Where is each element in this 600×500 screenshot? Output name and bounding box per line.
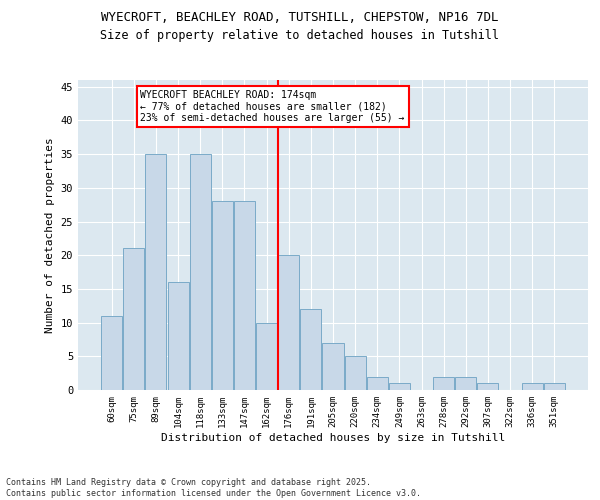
Text: Contains HM Land Registry data © Crown copyright and database right 2025.
Contai: Contains HM Land Registry data © Crown c…: [6, 478, 421, 498]
Text: WYECROFT, BEACHLEY ROAD, TUTSHILL, CHEPSTOW, NP16 7DL: WYECROFT, BEACHLEY ROAD, TUTSHILL, CHEPS…: [101, 11, 499, 24]
Text: WYECROFT BEACHLEY ROAD: 174sqm
← 77% of detached houses are smaller (182)
23% of: WYECROFT BEACHLEY ROAD: 174sqm ← 77% of …: [140, 90, 405, 124]
Bar: [167, 282, 188, 390]
Bar: [301, 309, 322, 390]
Bar: [234, 202, 255, 390]
Bar: [322, 343, 344, 390]
Bar: [212, 202, 233, 390]
Bar: [278, 255, 299, 390]
Bar: [389, 384, 410, 390]
Bar: [145, 154, 166, 390]
Bar: [478, 384, 499, 390]
Bar: [433, 376, 454, 390]
Bar: [344, 356, 365, 390]
Bar: [455, 376, 476, 390]
Bar: [101, 316, 122, 390]
Y-axis label: Number of detached properties: Number of detached properties: [45, 137, 55, 333]
Bar: [367, 376, 388, 390]
X-axis label: Distribution of detached houses by size in Tutshill: Distribution of detached houses by size …: [161, 432, 505, 442]
Bar: [190, 154, 211, 390]
Bar: [544, 384, 565, 390]
Bar: [124, 248, 145, 390]
Text: Size of property relative to detached houses in Tutshill: Size of property relative to detached ho…: [101, 29, 499, 42]
Bar: [521, 384, 542, 390]
Bar: [256, 322, 277, 390]
